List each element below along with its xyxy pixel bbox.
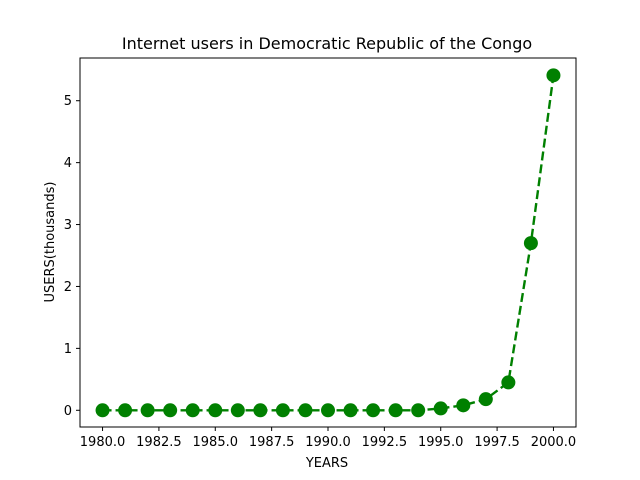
y-tick-label: 5 — [64, 94, 72, 109]
data-point — [185, 403, 200, 418]
data-point — [140, 403, 155, 418]
data-point — [456, 398, 471, 413]
x-tick-label: 1987.5 — [249, 435, 295, 450]
y-tick-label: 2 — [64, 280, 72, 295]
y-tick-label: 1 — [64, 342, 72, 357]
data-point — [208, 403, 223, 418]
data-point — [253, 403, 268, 418]
y-tick-label: 4 — [64, 156, 72, 171]
x-tick-label: 1980.0 — [80, 435, 126, 450]
y-axis-label: USERS(thousands) — [43, 182, 58, 303]
x-tick-label: 1982.5 — [136, 435, 182, 450]
y-tick-label: 3 — [64, 218, 72, 233]
x-tick-label: 1992.5 — [362, 435, 408, 450]
data-point — [230, 403, 245, 418]
x-tick-label: 1990.0 — [305, 435, 351, 450]
data-point — [546, 68, 561, 83]
data-point — [433, 401, 448, 416]
data-point — [163, 403, 178, 418]
data-point — [118, 403, 133, 418]
data-point — [388, 403, 403, 418]
x-axis-label: YEARS — [305, 456, 348, 471]
data-point — [275, 403, 290, 418]
data-point — [478, 392, 493, 407]
x-tick-label: 1995.0 — [418, 435, 464, 450]
x-tick-label: 2000.0 — [531, 435, 577, 450]
x-tick-label: 1985.0 — [193, 435, 239, 450]
x-tick-label: 1997.5 — [474, 435, 520, 450]
data-point — [321, 403, 335, 418]
plot-area — [95, 68, 561, 418]
data-point — [298, 403, 313, 418]
data-point — [343, 403, 358, 418]
data-point — [95, 403, 110, 418]
chart-title: Internet users in Democratic Republic of… — [122, 34, 532, 53]
data-point — [366, 403, 381, 418]
data-point — [411, 403, 426, 418]
data-point — [501, 375, 516, 390]
axes: 1980.0 1982.5 1985.0 1987.5 1990.0 1992.5 1995… — [64, 57, 577, 450]
data-point — [523, 236, 538, 251]
y-tick-label: 0 — [64, 404, 72, 419]
